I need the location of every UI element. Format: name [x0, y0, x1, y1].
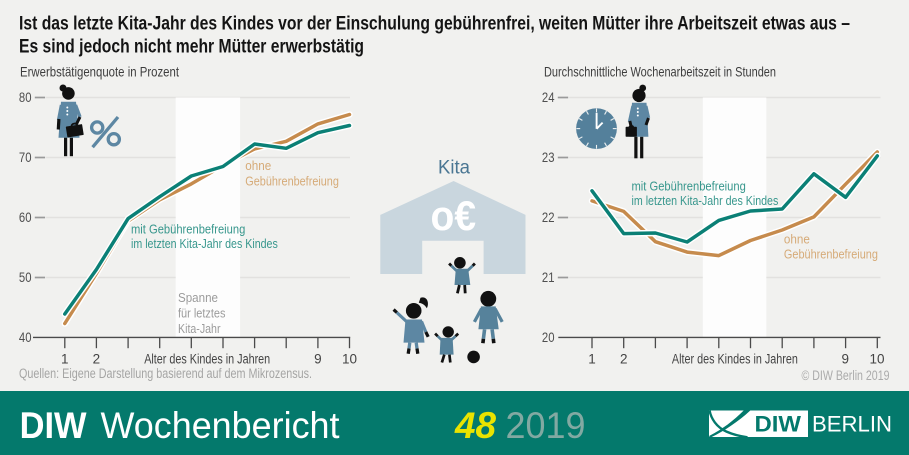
svg-text:9: 9 — [314, 351, 322, 366]
svg-text:DIW: DIW — [20, 405, 87, 446]
svg-text:22: 22 — [542, 209, 555, 225]
svg-text:20: 20 — [542, 329, 555, 345]
svg-text:Gebührenbefreiung: Gebührenbefreiung — [245, 174, 339, 189]
svg-text:48: 48 — [454, 405, 496, 446]
svg-text:40: 40 — [19, 329, 32, 345]
svg-text:im letzten Kita-Jahr des Kinde: im letzten Kita-Jahr des Kindes — [131, 236, 278, 251]
svg-text:mit Gebührenbefreiung: mit Gebührenbefreiung — [131, 222, 245, 237]
svg-text:mit Gebührenbefreiung: mit Gebührenbefreiung — [632, 178, 746, 193]
svg-text:für letztes: für letztes — [178, 306, 226, 321]
svg-text:70: 70 — [19, 149, 32, 165]
svg-text:DIW: DIW — [755, 411, 802, 436]
svg-text:1: 1 — [588, 351, 596, 366]
svg-text:Durchschnittliche Wochenarbeit: Durchschnittliche Wochenarbeitszeit in S… — [544, 64, 776, 80]
svg-text:60: 60 — [19, 209, 32, 225]
svg-text:im letzten Kita-Jahr des Kinde: im letzten Kita-Jahr des Kindes — [632, 193, 779, 208]
svg-text:10: 10 — [342, 351, 357, 366]
svg-text:ohne: ohne — [245, 158, 271, 173]
svg-text:ohne: ohne — [784, 232, 810, 247]
svg-text:Ist das letzte Kita-Jahr des K: Ist das letzte Kita-Jahr des Kindes vor … — [19, 13, 850, 34]
svg-text:21: 21 — [542, 269, 555, 285]
svg-text:2: 2 — [620, 351, 628, 366]
svg-text:2019: 2019 — [506, 405, 586, 446]
svg-text:Erwerbstätigenquote in Prozent: Erwerbstätigenquote in Prozent — [20, 64, 179, 80]
svg-text:2: 2 — [93, 351, 101, 366]
svg-text:Quellen: Eigene Darstellung ba: Quellen: Eigene Darstellung basierend au… — [19, 366, 312, 381]
svg-text:80: 80 — [19, 89, 32, 105]
svg-text:Gebührenbefreiung: Gebührenbefreiung — [784, 247, 878, 262]
svg-text:© DIW Berlin 2019: © DIW Berlin 2019 — [802, 368, 890, 383]
svg-text:Es sind jedoch nicht mehr Mütt: Es sind jedoch nicht mehr Mütter erwerbs… — [19, 37, 364, 58]
svg-text:10: 10 — [869, 351, 884, 366]
svg-text:Alter des Kindes in Jahren: Alter des Kindes in Jahren — [672, 351, 798, 366]
svg-text:50: 50 — [19, 269, 32, 285]
svg-text:Kita-Jahr: Kita-Jahr — [178, 321, 221, 336]
svg-text:Alter des Kindes in Jahren: Alter des Kindes in Jahren — [144, 351, 270, 366]
svg-text:24: 24 — [542, 89, 555, 105]
svg-text:Spanne: Spanne — [178, 290, 218, 305]
svg-text:23: 23 — [542, 149, 555, 165]
svg-text:BERLIN: BERLIN — [812, 412, 892, 437]
svg-text:Wochenbericht: Wochenbericht — [101, 405, 341, 446]
svg-text:9: 9 — [842, 351, 850, 366]
svg-text:Kita: Kita — [438, 158, 470, 179]
svg-text:1: 1 — [61, 351, 69, 366]
svg-text:o€: o€ — [431, 192, 477, 239]
